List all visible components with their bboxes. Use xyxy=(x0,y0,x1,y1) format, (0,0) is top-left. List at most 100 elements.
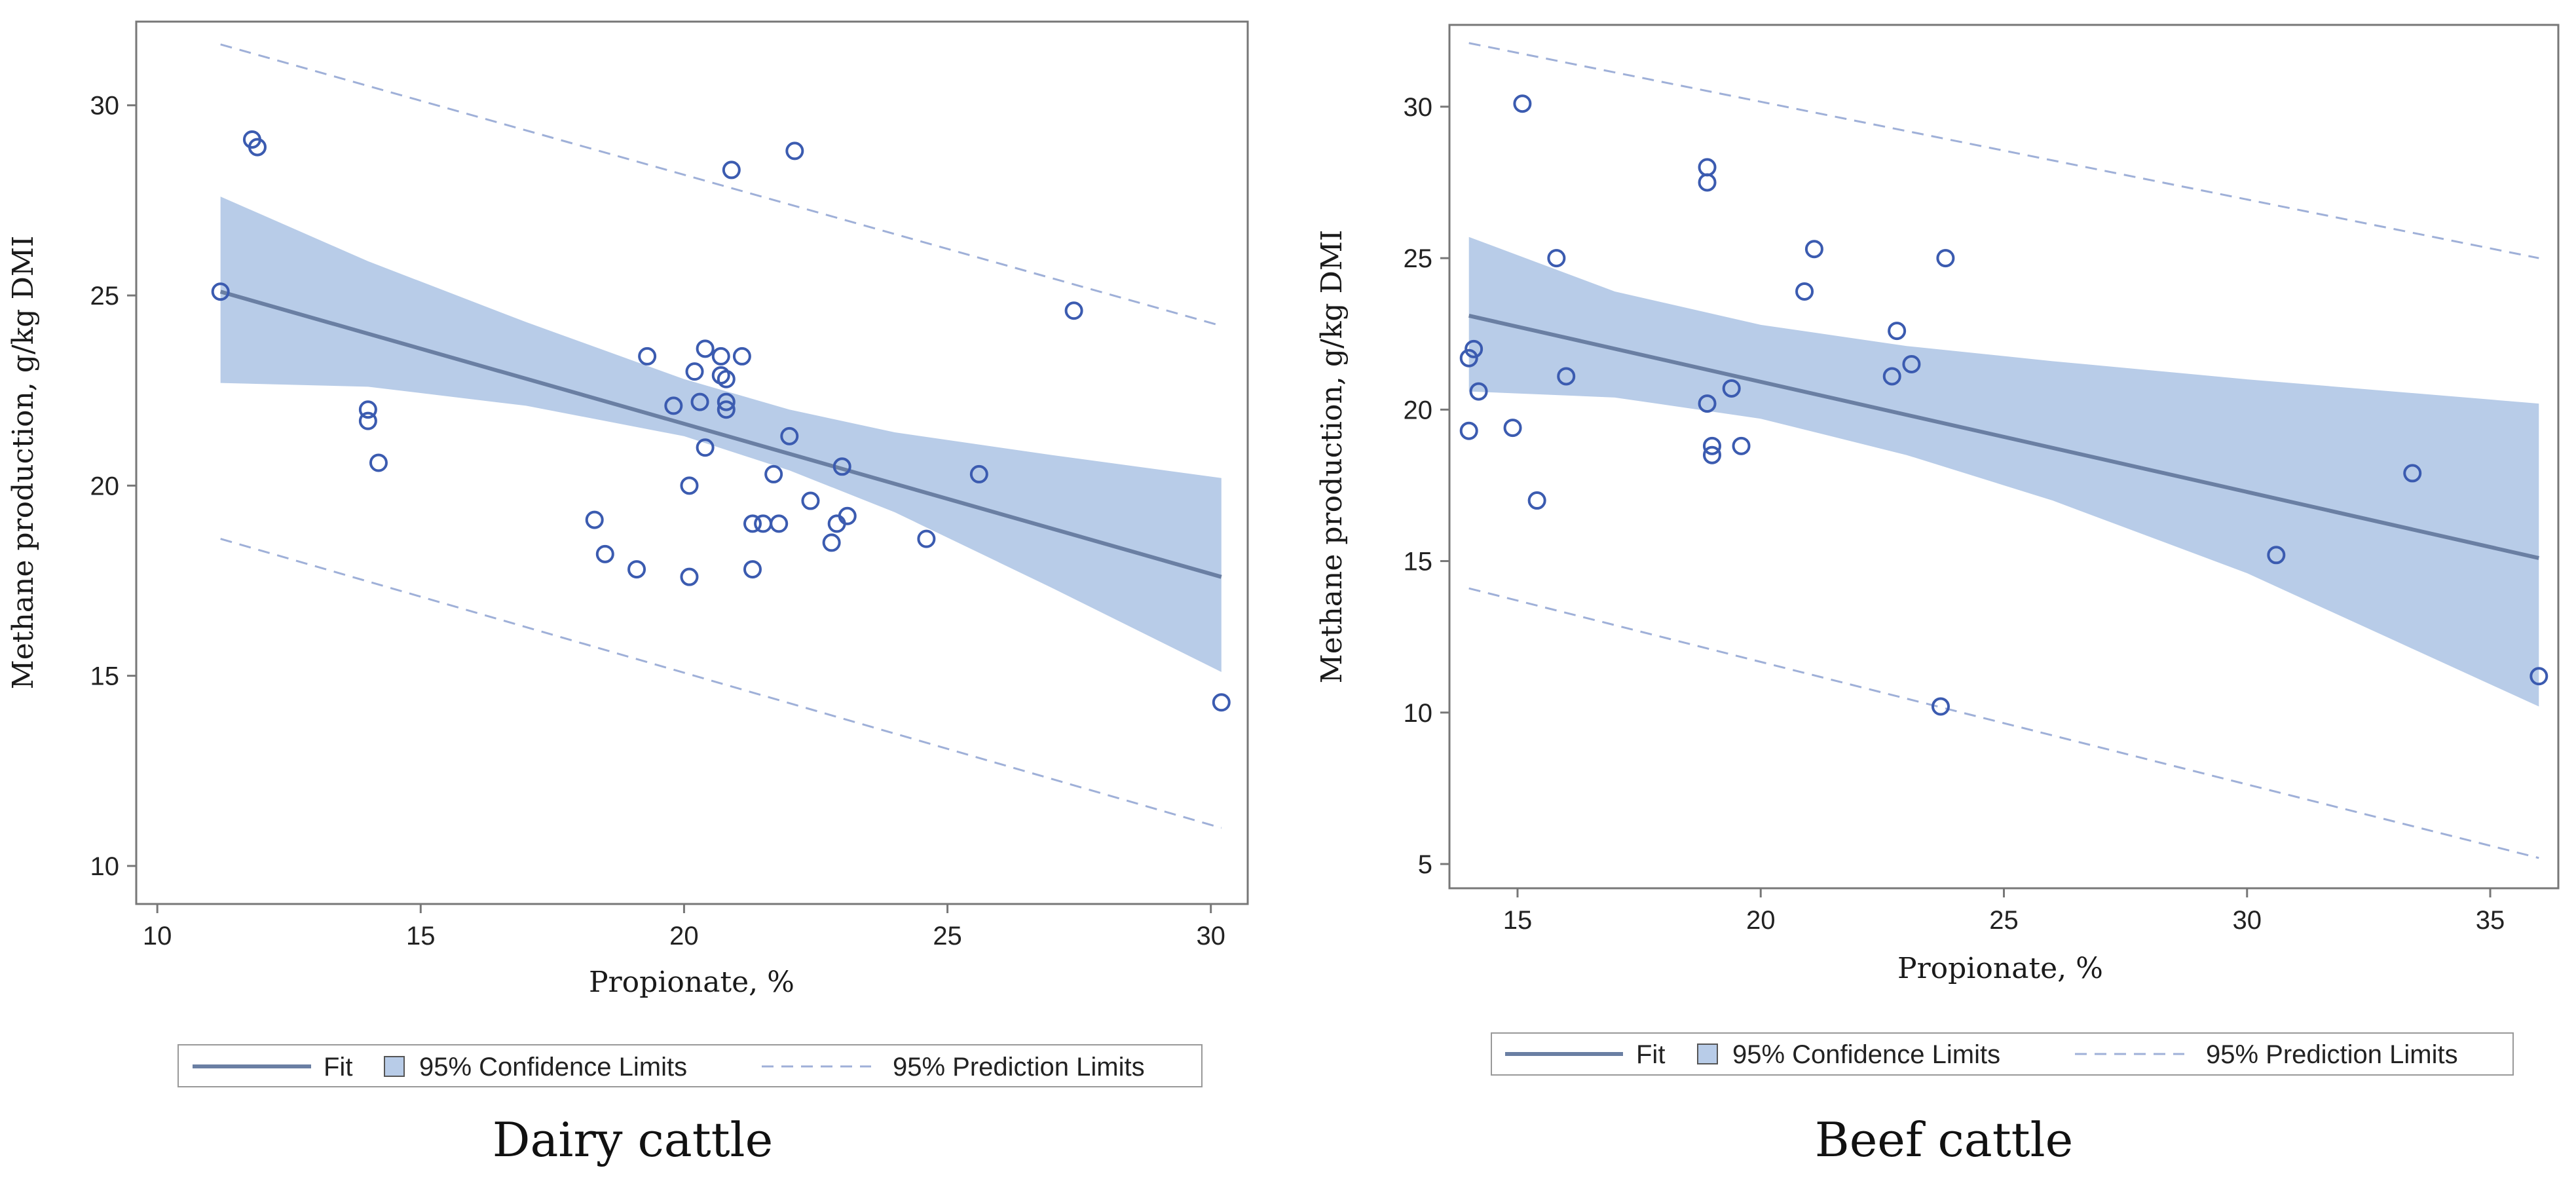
beef-data-point xyxy=(1557,367,1576,386)
dairy-x-tick-label: 15 xyxy=(406,922,436,950)
dairy-data-point xyxy=(838,506,857,525)
dairy-data-point xyxy=(680,567,699,586)
dairy-fit-line xyxy=(219,290,1222,579)
beef-y-tick-label: 10 xyxy=(1404,699,1433,728)
beef-prediction-limit-lower xyxy=(1468,587,2539,859)
dairy-prediction-limit-lower xyxy=(220,538,1222,829)
dairy-y-axis-title: Methane production, g/kg DMI xyxy=(7,236,40,690)
beef-data-point xyxy=(1547,249,1566,268)
dairy-data-point xyxy=(248,138,267,157)
beef-fit-line xyxy=(1468,314,2539,560)
dairy-y-tick-label: 30 xyxy=(90,92,120,121)
beef-data-point xyxy=(1698,394,1717,413)
dairy-data-point xyxy=(717,369,736,388)
dairy-data-point xyxy=(211,282,230,301)
beef-data-point xyxy=(1888,322,1907,341)
dairy-data-point xyxy=(743,560,762,579)
beef-data-point xyxy=(1795,282,1814,301)
dairy-y-tick-label: 25 xyxy=(90,282,120,310)
dairy-legend-prediction-label: 95% Prediction Limits xyxy=(893,1053,1145,1082)
dairy-data-point xyxy=(696,339,715,358)
dairy-data-point xyxy=(1212,693,1231,712)
dairy-data-point xyxy=(732,347,751,366)
dairy-plot-frame xyxy=(135,20,1249,905)
dairy-line-layer xyxy=(219,43,1222,829)
beef-data-point xyxy=(1902,354,1921,373)
dairy-legend-confidence-label: 95% Confidence Limits xyxy=(419,1053,687,1082)
dairy-data-point xyxy=(627,560,646,579)
dairy-legend-fit-label: Fit xyxy=(324,1053,352,1082)
beef-data-point xyxy=(1469,382,1488,401)
beef-y-tick-label: 15 xyxy=(1404,548,1433,576)
dairy-data-point xyxy=(696,438,715,457)
beef-confidence-band xyxy=(1468,236,2539,707)
beef-caption: Beef cattle xyxy=(1815,1112,2073,1167)
dairy-data-point xyxy=(969,464,988,483)
dairy-data-point xyxy=(770,514,789,533)
beef-data-point xyxy=(1503,419,1522,438)
beef-y-tick-label: 25 xyxy=(1404,244,1433,273)
beef-y-axis-title: Methane production, g/kg DMI xyxy=(1315,230,1349,684)
beef-y-axis-ticks: 5 10 15 20 25 30 xyxy=(1404,93,1449,879)
beef-data-point xyxy=(1931,697,1950,716)
beef-legend-fit-label: Fit xyxy=(1636,1040,1665,1069)
dairy-x-tick-label: 20 xyxy=(669,922,699,950)
dairy-data-point xyxy=(785,141,804,160)
dairy-data-point xyxy=(595,544,614,563)
dairy-data-point xyxy=(917,529,936,548)
beef-panel: 15 20 25 30 35 5 10 15 20 25 30 Propionate, % Met… xyxy=(1315,24,2560,1167)
dairy-x-tick-label: 10 xyxy=(143,922,172,950)
beef-legend-confidence-label: 95% Confidence Limits xyxy=(1732,1040,2000,1069)
beef-data-point xyxy=(1465,339,1484,358)
beef-data-point xyxy=(1459,348,1478,367)
dairy-legend-confidence-swatch xyxy=(384,1056,405,1077)
dairy-points-layer xyxy=(211,130,1231,712)
beef-data-point xyxy=(1732,436,1751,455)
beef-points-layer xyxy=(1459,94,2548,716)
dairy-prediction-limit-upper xyxy=(220,43,1222,327)
dairy-data-point xyxy=(638,347,657,366)
dairy-data-point xyxy=(822,533,841,552)
beef-data-point xyxy=(1936,249,1955,268)
dairy-x-tick-label: 30 xyxy=(1196,922,1225,950)
dairy-data-point xyxy=(358,411,377,430)
dairy-y-axis-ticks: 10 15 20 25 30 xyxy=(90,92,136,881)
beef-data-point xyxy=(1804,240,1823,259)
beef-prediction-limit-upper xyxy=(1468,42,2539,259)
dairy-panel: 10 15 20 25 30 10 15 20 25 30 Propionate, % Meth… xyxy=(7,20,1249,1167)
beef-legend: Fit 95% Confidence Limits 95% Prediction… xyxy=(1491,1032,2514,1076)
dairy-data-point xyxy=(685,362,704,381)
beef-data-point xyxy=(1702,445,1721,464)
beef-line-layer xyxy=(1468,42,2539,859)
beef-y-tick-label: 20 xyxy=(1404,396,1433,424)
beef-x-tick-label: 15 xyxy=(1503,906,1533,935)
beef-x-tick-label: 20 xyxy=(1746,906,1776,935)
beef-x-tick-label: 25 xyxy=(1989,906,2019,935)
dairy-data-point xyxy=(358,400,377,419)
dairy-data-point xyxy=(780,426,799,445)
dairy-data-point xyxy=(717,392,736,411)
dairy-data-point xyxy=(369,453,388,472)
beef-legend-box xyxy=(1491,1032,2514,1076)
dairy-x-axis-title: Propionate, % xyxy=(589,966,794,999)
dairy-data-point xyxy=(711,347,730,366)
dairy-data-point xyxy=(801,491,820,510)
dairy-y-tick-label: 10 xyxy=(90,852,120,881)
beef-data-point xyxy=(2403,464,2422,483)
dairy-data-point xyxy=(1064,301,1083,320)
beef-data-point xyxy=(2267,546,2286,565)
dairy-legend-box xyxy=(177,1044,1203,1087)
beef-data-point xyxy=(1527,491,1546,510)
dairy-data-point xyxy=(717,400,736,419)
beef-legend-confidence-swatch xyxy=(1697,1044,1718,1064)
beef-data-point xyxy=(1513,94,1532,113)
beef-x-tick-label: 35 xyxy=(2476,906,2505,935)
dairy-data-point xyxy=(690,392,709,411)
dairy-data-point xyxy=(680,476,699,495)
beef-y-tick-label: 5 xyxy=(1418,850,1432,879)
dairy-data-point xyxy=(743,514,762,533)
beef-data-point xyxy=(2529,667,2548,686)
beef-data-point xyxy=(1702,436,1721,455)
